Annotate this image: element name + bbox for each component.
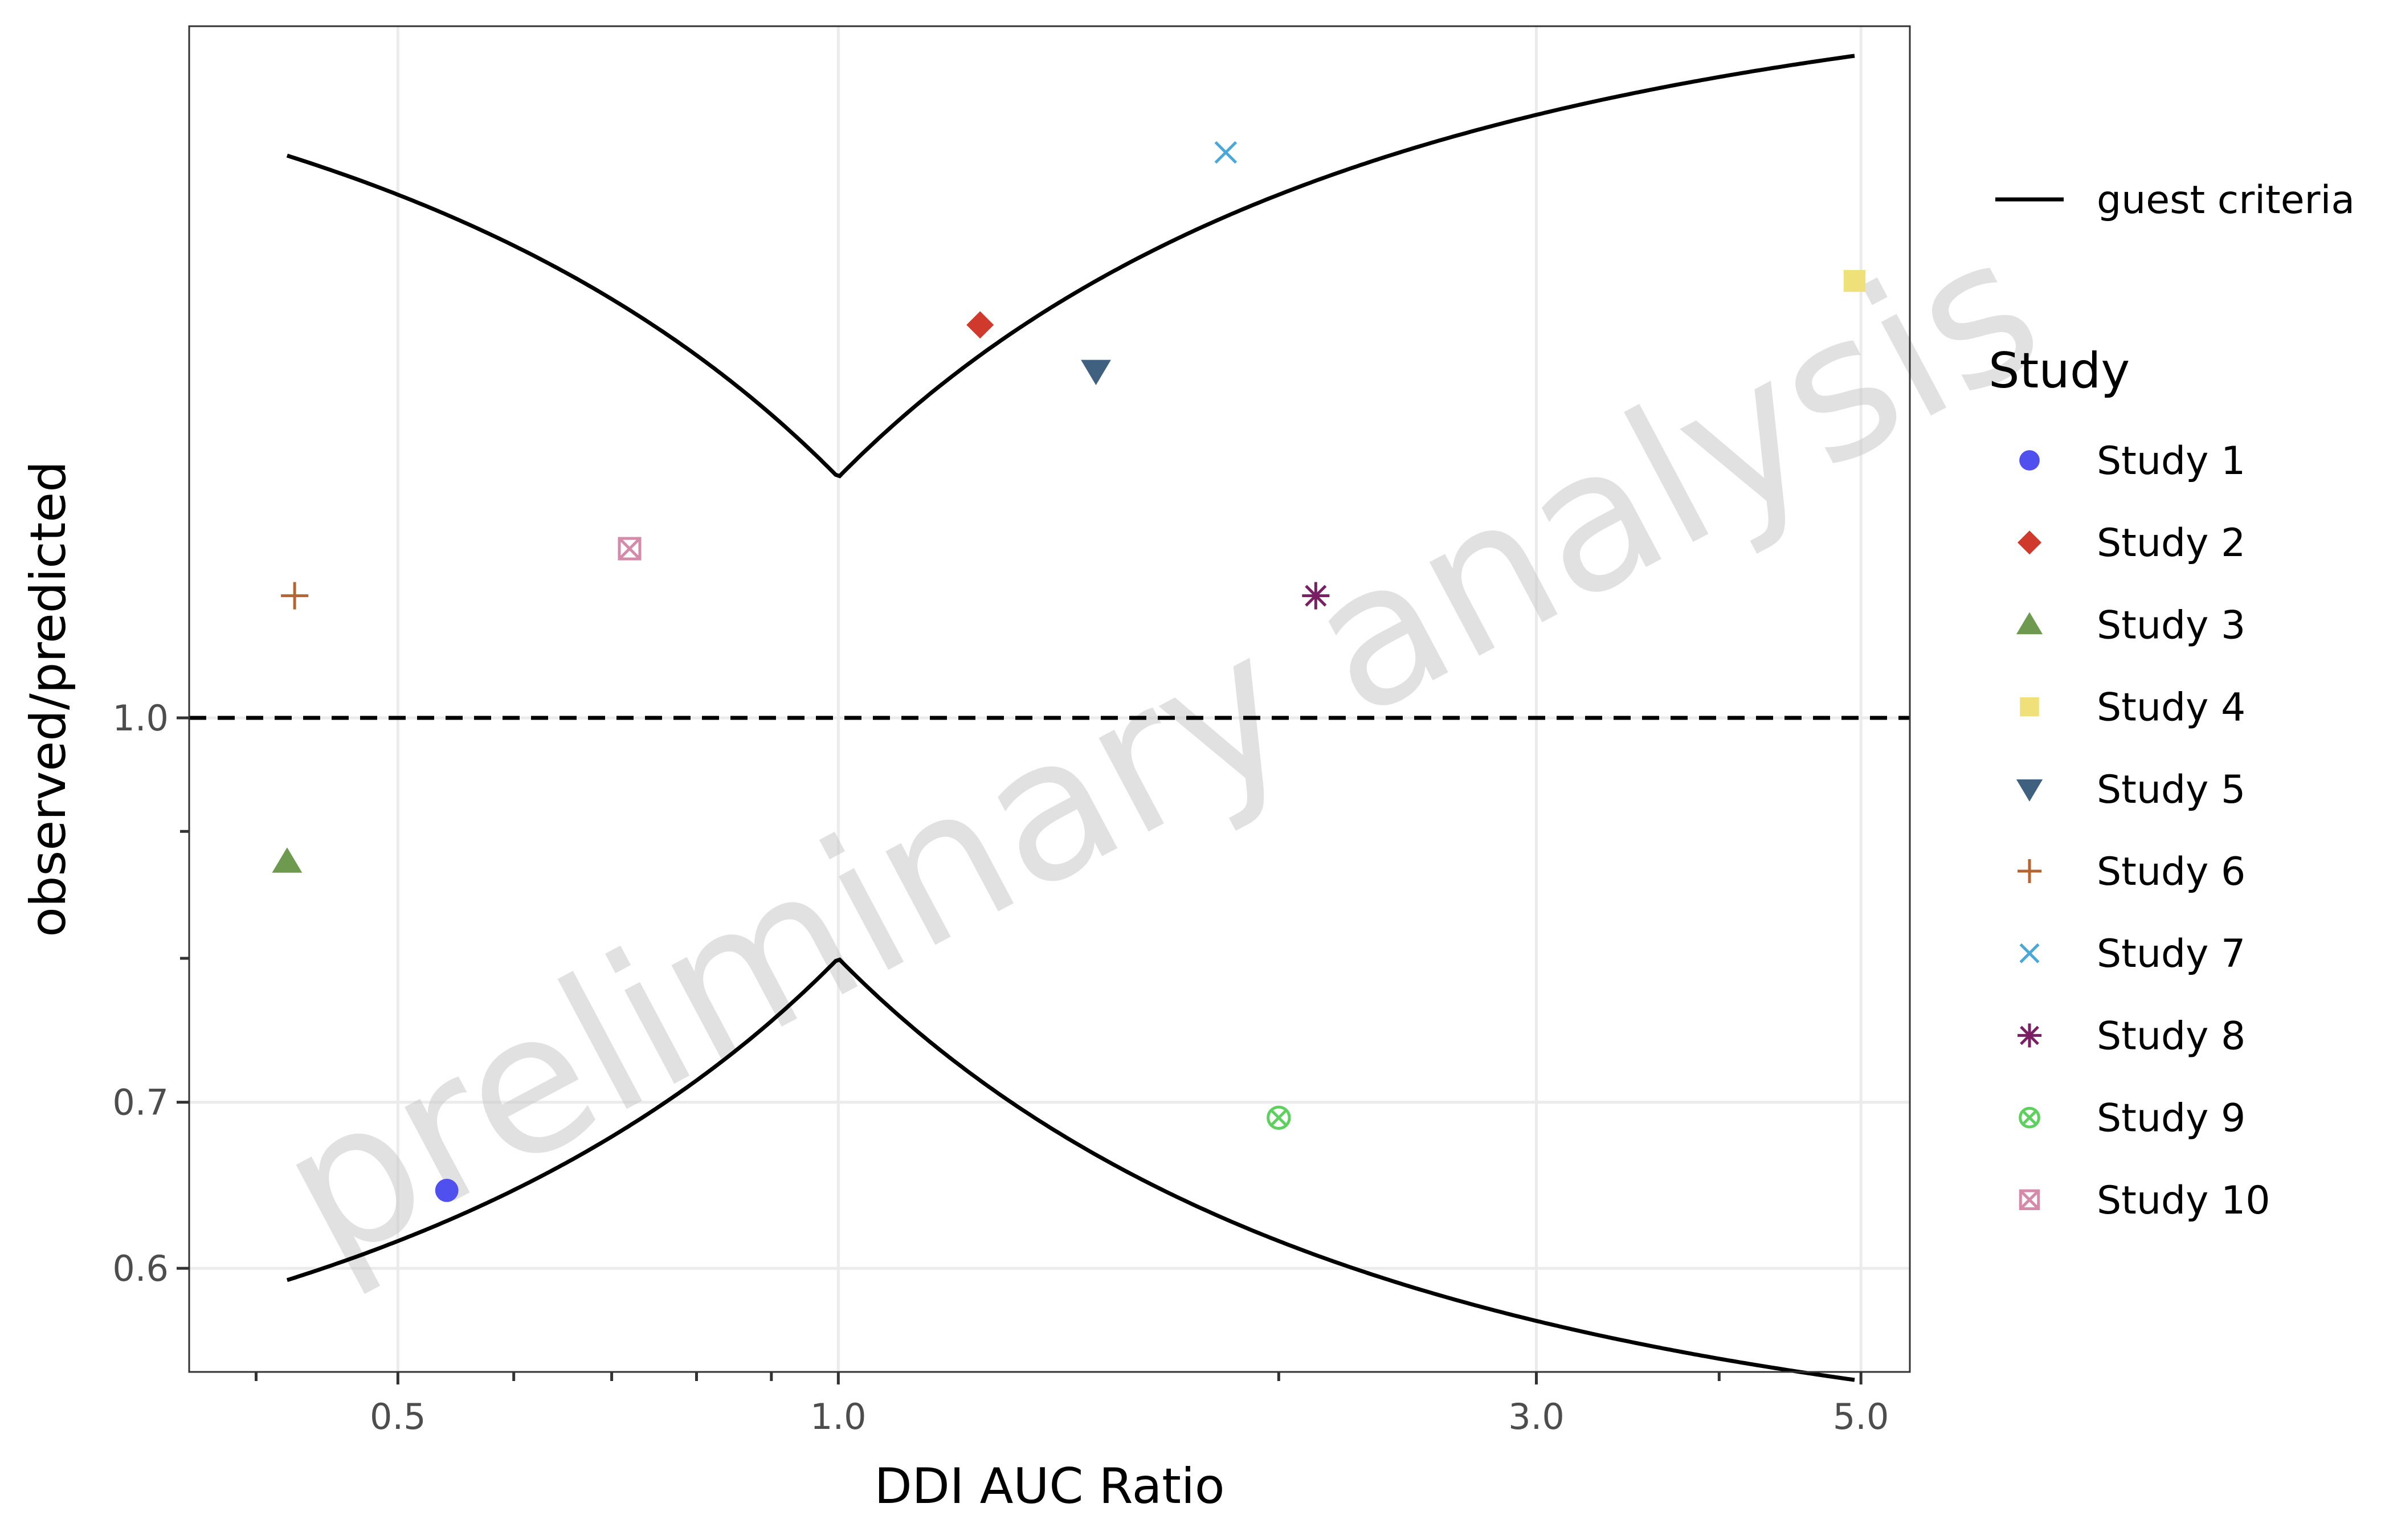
- legend-label-study-6: Study 6: [2097, 849, 2245, 894]
- point-study-6: [281, 582, 309, 610]
- legend-key-study-10: [2019, 1189, 2040, 1211]
- legend-label-study-4: Study 4: [2097, 685, 2245, 730]
- y-axis-title: observed/predicted: [20, 461, 77, 937]
- x-tick-label-1: 1.0: [810, 1396, 867, 1437]
- point-study-3: [272, 847, 303, 873]
- x-tick-label-2: 3.0: [1508, 1396, 1565, 1437]
- legend-key-study-4: [2020, 697, 2039, 717]
- legend-key-study-1: [2019, 450, 2040, 471]
- legend-key-study-3: [2016, 612, 2043, 635]
- y-tick-label-1: 0.7: [112, 1082, 169, 1124]
- legend-item-study-9: Study 9: [2019, 1096, 2245, 1141]
- legend-item-study-3: Study 3: [2016, 603, 2245, 648]
- x-axis-title: DDI AUC Ratio: [874, 1458, 1224, 1515]
- legend-label-study-9: Study 9: [2097, 1096, 2245, 1141]
- legend-key-study-5: [2016, 779, 2043, 802]
- legend: guest criteria Study Study 1 Study 2 Study 3…: [1988, 178, 2355, 1223]
- legend-label-study-10: Study 10: [2097, 1178, 2270, 1223]
- plot-panel-border: [188, 25, 1911, 1373]
- legend-line-label: guest criteria: [2097, 178, 2355, 223]
- legend-label-study-5: Study 5: [2097, 767, 2245, 812]
- criteria-upper-curve: [286, 54, 1855, 479]
- point-study-10: [618, 537, 642, 561]
- legend-title: Study: [1988, 342, 2130, 399]
- data-points: [272, 141, 1866, 1202]
- point-study-2: [966, 311, 994, 339]
- x-axis: 0.5 1.0 3.0 5.0: [254, 1372, 1889, 1437]
- point-study-5: [1081, 360, 1111, 386]
- legend-item-study-1: Study 1: [2019, 439, 2245, 484]
- point-study-9: [1267, 1105, 1291, 1130]
- point-study-8: [1302, 582, 1330, 610]
- point-study-4: [1843, 269, 1866, 292]
- legend-line-entry: guest criteria: [1995, 178, 2355, 223]
- legend-key-study-8: [2018, 1023, 2041, 1048]
- legend-label-study-2: Study 2: [2097, 521, 2245, 566]
- legend-item-study-6: Study 6: [2018, 849, 2245, 894]
- y-tick-label-0: 0.6: [112, 1248, 169, 1289]
- point-study-7: [1214, 141, 1238, 164]
- legend-key-study-9: [2019, 1106, 2040, 1129]
- legend-item-study-7: Study 7: [2019, 932, 2245, 977]
- legend-key-study-2: [2018, 530, 2041, 555]
- y-axis: 0.6 0.7 1.0: [112, 697, 189, 1289]
- legend-item-study-8: Study 8: [2018, 1014, 2245, 1059]
- legend-item-study-5: Study 5: [2016, 767, 2245, 812]
- legend-label-study-7: Study 7: [2097, 932, 2245, 977]
- legend-label-study-8: Study 8: [2097, 1014, 2245, 1059]
- point-study-1: [435, 1178, 459, 1202]
- watermark: preliminary analysis: [246, 193, 2073, 1308]
- criteria-lines: [286, 54, 1855, 1382]
- legend-key-study-6: [2018, 859, 2041, 883]
- y-tick-label-2: 1.0: [112, 697, 169, 739]
- legend-label-study-1: Study 1: [2097, 439, 2245, 484]
- legend-label-study-3: Study 3: [2097, 603, 2245, 648]
- legend-item-study-4: Study 4: [2020, 685, 2245, 730]
- x-tick-label-3: 5.0: [1833, 1396, 1889, 1437]
- legend-item-study-10: Study 10: [2019, 1178, 2270, 1223]
- legend-key-study-7: [2019, 943, 2040, 963]
- criteria-lower-curve: [286, 957, 1855, 1382]
- legend-item-study-2: Study 2: [2018, 521, 2245, 566]
- x-tick-label-0: 0.5: [370, 1396, 426, 1437]
